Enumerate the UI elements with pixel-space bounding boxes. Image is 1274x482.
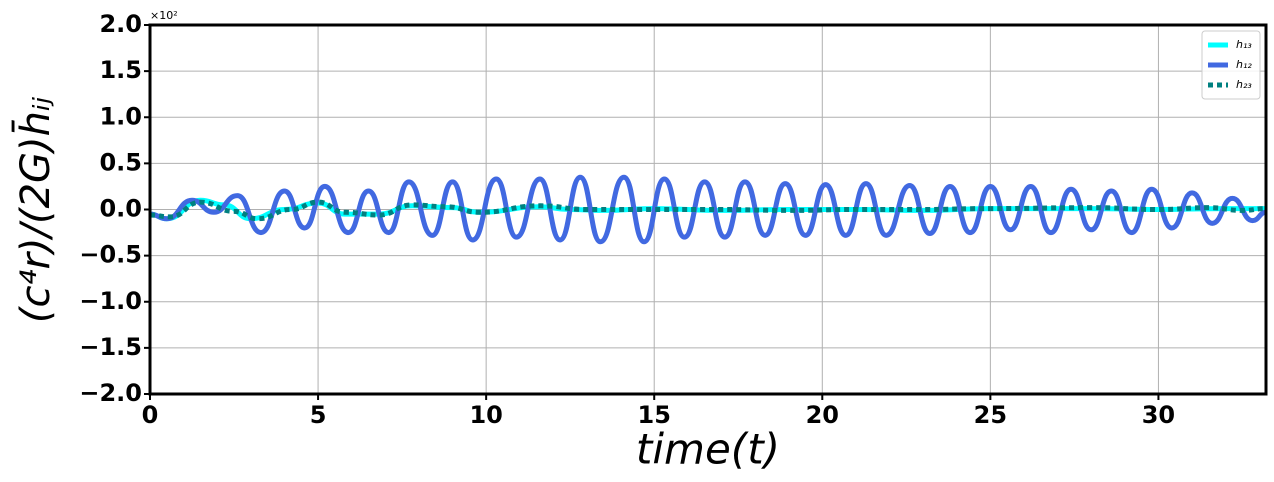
x-tick-label: 20 xyxy=(806,401,839,429)
y-tick-label: −0.5 xyxy=(79,241,142,269)
legend-label: h₁₃ xyxy=(1236,38,1252,51)
y-tick-label: 1.0 xyxy=(99,102,142,130)
x-axis-label: time(t) xyxy=(636,425,780,474)
ticks: 0 5 10 15 20 25 30 −2.0 −1.5 −1.0 −0.5 0.0 0.5 1.0 1.5… xyxy=(79,10,1175,429)
x-tick-label: 5 xyxy=(310,401,327,429)
x-tick-label: 30 xyxy=(1142,401,1175,429)
y-tick-label: 0.0 xyxy=(99,195,142,223)
y-tick-label: 2.0 xyxy=(99,10,142,38)
legend-label: h₁₂ xyxy=(1236,58,1252,71)
y-tick-label: −1.5 xyxy=(79,333,142,361)
legend-box xyxy=(1201,30,1261,100)
y-tick-label: −1.0 xyxy=(79,287,142,315)
x-tick-label: 0 xyxy=(142,401,159,429)
x-tick-label: 15 xyxy=(638,401,671,429)
y-axis-label: (c⁴r)/(2G)h̄ᵢⱼ xyxy=(11,97,59,323)
series-line xyxy=(150,199,1266,222)
y-tick-label: 0.5 xyxy=(99,148,142,176)
y-tick-label: −2.0 xyxy=(79,379,142,407)
x-tick-label: 10 xyxy=(469,401,502,429)
legend: h₁₃ h₁₂ h₂₃ xyxy=(1201,30,1261,100)
y-offset-label: ×10² xyxy=(150,9,178,22)
legend-label: h₂₃ xyxy=(1236,78,1252,91)
x-tick-label: 25 xyxy=(974,401,1007,429)
y-tick-label: 1.5 xyxy=(99,56,142,84)
plot-lines xyxy=(150,174,1266,245)
